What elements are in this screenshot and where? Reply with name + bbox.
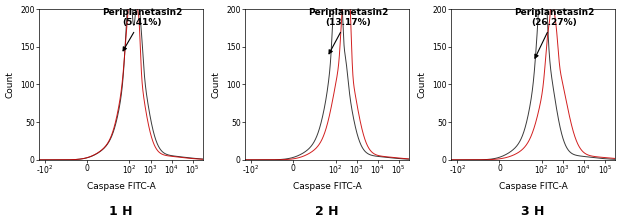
X-axis label: Caspase FITC-A: Caspase FITC-A <box>499 182 568 191</box>
Text: 1 H: 1 H <box>109 205 133 216</box>
Y-axis label: Count: Count <box>418 71 427 98</box>
Text: 2 H: 2 H <box>315 205 339 216</box>
Y-axis label: Count: Count <box>212 71 220 98</box>
Text: Periplanetasin2
(13.17%): Periplanetasin2 (13.17%) <box>308 8 389 54</box>
Text: Periplanetasin2
(5.41%): Periplanetasin2 (5.41%) <box>102 8 183 51</box>
Y-axis label: Count: Count <box>6 71 14 98</box>
Text: Periplanetasin2
(26.27%): Periplanetasin2 (26.27%) <box>514 8 595 58</box>
Text: 3 H: 3 H <box>522 205 545 216</box>
X-axis label: Caspase FITC-A: Caspase FITC-A <box>87 182 155 191</box>
X-axis label: Caspase FITC-A: Caspase FITC-A <box>292 182 361 191</box>
